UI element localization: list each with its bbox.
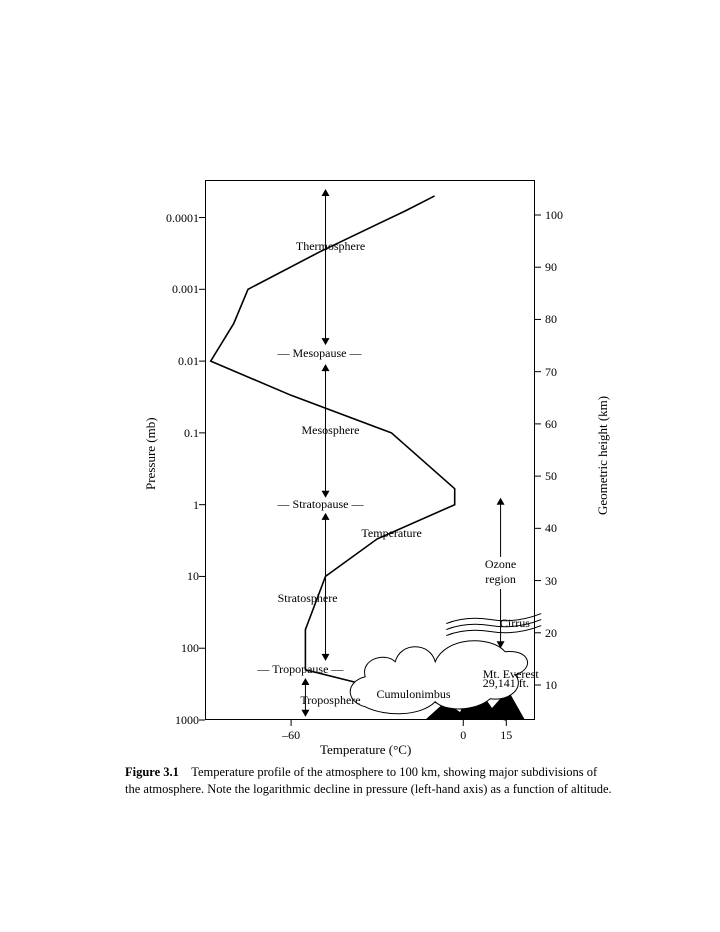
y-left-tick-label: 1 [155,498,199,513]
y-right-tick-label: 40 [545,521,557,536]
x-tick-label: 15 [491,728,521,743]
y-left-tick-label: 10 [155,569,199,584]
annotation: Cumulonimbus [377,687,467,702]
y-left-tick-label: 0.0001 [155,211,199,226]
layer-label: Troposphere [286,693,376,708]
y-left-tick-label: 0.001 [155,282,199,297]
y-left-tick-label: 0.1 [155,426,199,441]
annotation: 29,141 ft. [483,676,573,691]
y-right-tick-label: 90 [545,260,557,275]
y-right-tick-label: 50 [545,469,557,484]
ozone-label-bottom: region [479,572,523,587]
figure-caption: Figure 3.1 Temperature profile of the at… [125,764,615,798]
y-left-tick-label: 100 [155,641,199,656]
layer-label: Mesosphere [286,423,376,438]
caption-label: Figure 3.1 [125,765,179,779]
boundary-label: — Mesopause — [278,346,362,361]
layer-label: Thermosphere [286,239,376,254]
y-right-tick-label: 30 [545,574,557,589]
ozone-label-top: Ozone [479,557,523,572]
y-right-tick-label: 70 [545,365,557,380]
page: Pressure (mb) Geometric height (km) Temp… [0,0,720,932]
annotation: Cirrus [500,616,590,631]
temperature-curve-label: Temperature [361,526,421,541]
y-right-tick-label: 100 [545,208,563,223]
y-left-tick-label: 1000 [155,713,199,728]
x-tick-label: 0 [448,728,478,743]
y-right-tick-label: 60 [545,417,557,432]
boundary-label: — Stratopause — [278,497,364,512]
x-tick-label: –60 [276,728,306,743]
y-right-tick-label: 80 [545,312,557,327]
y-left-tick-label: 0.01 [155,354,199,369]
layer-label: Stratosphere [263,591,353,606]
caption-text: Temperature profile of the atmosphere to… [125,765,612,796]
boundary-label: — Tropopause — [257,662,343,677]
